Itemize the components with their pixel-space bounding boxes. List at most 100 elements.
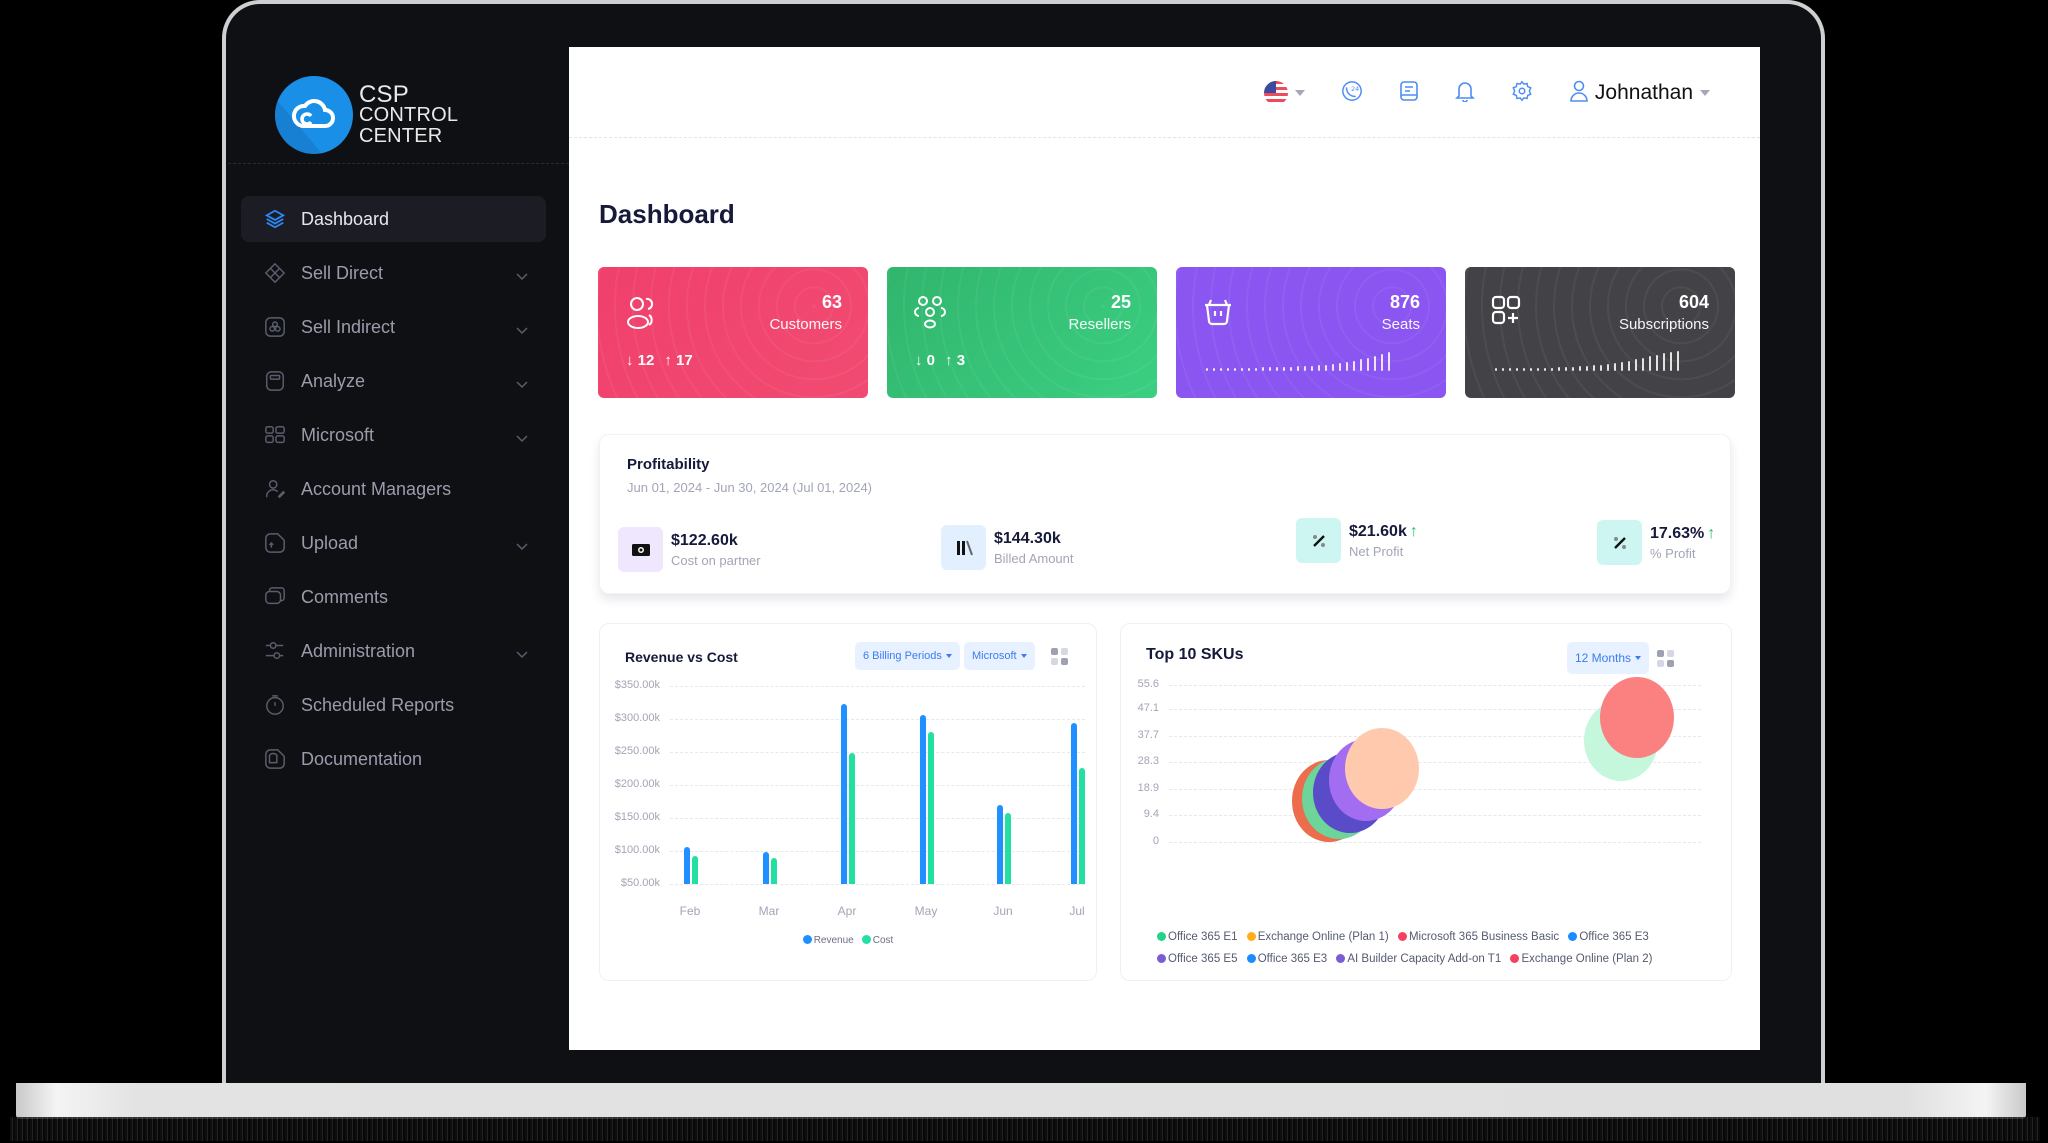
- stat-label: Resellers: [1068, 316, 1131, 333]
- legend-dot: [861, 935, 871, 944]
- resellers-icon: [913, 295, 947, 336]
- sidebar-item-label: Scheduled Reports: [301, 694, 455, 715]
- document-icon: [263, 747, 287, 771]
- sidebar-item-sell-direct[interactable]: Sell Direct: [241, 250, 546, 296]
- bar-revenue-feb[interactable]: [684, 847, 690, 884]
- sidebar-item-label: Comments: [301, 586, 389, 607]
- bar-revenue-jul[interactable]: [1071, 722, 1077, 884]
- legend-label: Cost: [872, 935, 894, 946]
- sidebar-item-sell-indirect[interactable]: Sell Indirect: [241, 304, 546, 350]
- legend-dot: [1336, 954, 1346, 963]
- metric-label: Billed Amount: [994, 550, 1074, 566]
- notifications-button[interactable]: [1454, 77, 1475, 109]
- legend-item[interactable]: Microsoft 365 Business Basic: [1397, 931, 1559, 943]
- chart-legend: Revenue Cost: [600, 935, 1096, 946]
- legend-item[interactable]: Office 365 E3: [1246, 953, 1328, 965]
- sidebar-item-dashboard[interactable]: Dashboard: [241, 196, 546, 242]
- sidebar-item-scheduled-reports[interactable]: Scheduled Reports: [241, 682, 546, 728]
- legend-revenue[interactable]: Revenue: [802, 935, 854, 946]
- stat-card-seats[interactable]: 876 Seats: [1176, 267, 1446, 398]
- legend-item[interactable]: Office 365 E1: [1157, 931, 1237, 943]
- x-tick-label: Jul: [1069, 904, 1085, 918]
- bubble-point[interactable]: [1600, 677, 1675, 759]
- metric-value: $21.60k ↑: [1349, 523, 1418, 541]
- trend-up-value: 17: [676, 352, 693, 369]
- language-selector[interactable]: [1263, 77, 1305, 109]
- sidebar-item-account-managers[interactable]: Account Managers: [241, 466, 546, 512]
- legend-dot: [1510, 954, 1520, 963]
- card-texture: [1176, 267, 1446, 398]
- billing-periods-dropdown[interactable]: 6 Billing Periods: [855, 642, 960, 670]
- settings-button[interactable]: [1511, 77, 1533, 109]
- bar-revenue-jun[interactable]: [997, 805, 1003, 884]
- view-toggle-icon[interactable]: [1051, 648, 1068, 665]
- support-24-icon: 24: [1341, 80, 1363, 107]
- bar-revenue-apr[interactable]: [841, 703, 847, 884]
- view-toggle-icon[interactable]: [1657, 650, 1674, 667]
- grid-line: [1169, 842, 1701, 843]
- bar-revenue-mar[interactable]: [763, 851, 769, 884]
- legend-item[interactable]: Exchange Online (Plan 2): [1510, 953, 1653, 965]
- sidebar-item-documentation[interactable]: Documentation: [241, 736, 546, 782]
- bar-revenue-may[interactable]: [920, 715, 926, 884]
- y-tick-label: $200.00k: [614, 778, 660, 790]
- brand-logo[interactable]: CSP CONTROL CENTER: [275, 76, 458, 154]
- caret-down-icon: [945, 654, 952, 658]
- brand-line-2: CONTROL: [359, 103, 459, 126]
- gear-icon: [1511, 80, 1533, 107]
- stat-card-customers[interactable]: 63 Customers ↓ 12 ↑ 17: [598, 267, 868, 398]
- bar-cost-jun[interactable]: [1005, 812, 1011, 884]
- bar-cost-apr[interactable]: [849, 753, 855, 884]
- stat-trend: ↓ 0 ↑ 3: [915, 352, 965, 369]
- legend-item[interactable]: Exchange Online (Plan 1): [1246, 931, 1389, 943]
- date-range: Jun 01, 2024 - Jun 30, 2024 (Jul 01, 202…: [627, 480, 873, 495]
- bar-cost-jul[interactable]: [1079, 767, 1085, 884]
- trend-up-value: 3: [956, 352, 966, 369]
- user-menu[interactable]: Johnathan: [1569, 77, 1710, 109]
- range-dropdown[interactable]: 12 Months: [1567, 642, 1650, 674]
- bar-cost-mar[interactable]: [771, 857, 777, 884]
- y-tick-label: 55.6: [1137, 678, 1159, 690]
- sidebar-item-comments[interactable]: Comments: [241, 574, 546, 620]
- layers-icon: [263, 207, 287, 231]
- sliders-icon: [263, 639, 287, 663]
- sidebar-item-microsoft[interactable]: Microsoft: [241, 412, 546, 458]
- bell-icon: [1454, 80, 1475, 107]
- sidebar-item-upload[interactable]: Upload: [241, 520, 546, 566]
- legend-cost[interactable]: Cost: [861, 935, 894, 946]
- x-tick-label: Feb: [679, 904, 701, 918]
- bar-cost-may[interactable]: [928, 732, 934, 884]
- dropdown-value: 6 Billing Periods: [863, 650, 942, 662]
- stat-value: 876: [1389, 292, 1420, 312]
- notes-button[interactable]: [1399, 77, 1419, 109]
- stat-card-resellers[interactable]: 25 Resellers ↓ 0 ↑ 3: [887, 267, 1157, 398]
- caret-down-icon: [1294, 90, 1305, 96]
- legend-dot: [1157, 954, 1166, 963]
- metric-value: 17.63% ↑: [1650, 525, 1715, 543]
- arrow-down-icon: ↓: [626, 352, 634, 369]
- top-bar: 24 Johnathan: [569, 47, 1760, 138]
- support-button[interactable]: 24: [1341, 77, 1363, 109]
- sidebar-item-analyze[interactable]: Analyze: [241, 358, 546, 404]
- sidebar-item-administration[interactable]: Administration: [241, 628, 546, 674]
- grid-line: [1169, 735, 1701, 737]
- grid-line: [1169, 815, 1701, 817]
- bubble-point[interactable]: [1344, 727, 1419, 810]
- legend-item[interactable]: AI Builder Capacity Add-on T1: [1336, 953, 1501, 965]
- chart-legend: Office 365 E1 Exchange Online (Plan 1) M…: [1157, 926, 1717, 970]
- metric-value-text: 17.63%: [1650, 524, 1705, 542]
- legend-label: Office 365 E3: [1257, 953, 1328, 965]
- bar-cost-feb[interactable]: [692, 856, 698, 884]
- brand-line-1: CSP: [359, 80, 409, 108]
- page-title: Dashboard: [599, 199, 735, 229]
- legend-item[interactable]: Office 365 E5: [1157, 953, 1237, 965]
- dropdown-value: 12 Months: [1575, 651, 1632, 665]
- legend-item[interactable]: Office 365 E3: [1568, 931, 1649, 943]
- stat-card-subscriptions[interactable]: 604 Subscriptions: [1465, 267, 1735, 398]
- y-tick-label: $150.00k: [614, 811, 660, 823]
- vendor-dropdown[interactable]: Microsoft: [964, 642, 1035, 670]
- user-name: Johnathan: [1594, 81, 1693, 104]
- sidebar-nav: Dashboard Sell Direct Sell Indirect Anal…: [241, 196, 546, 790]
- sidebar-item-label: Sell Direct: [301, 262, 384, 283]
